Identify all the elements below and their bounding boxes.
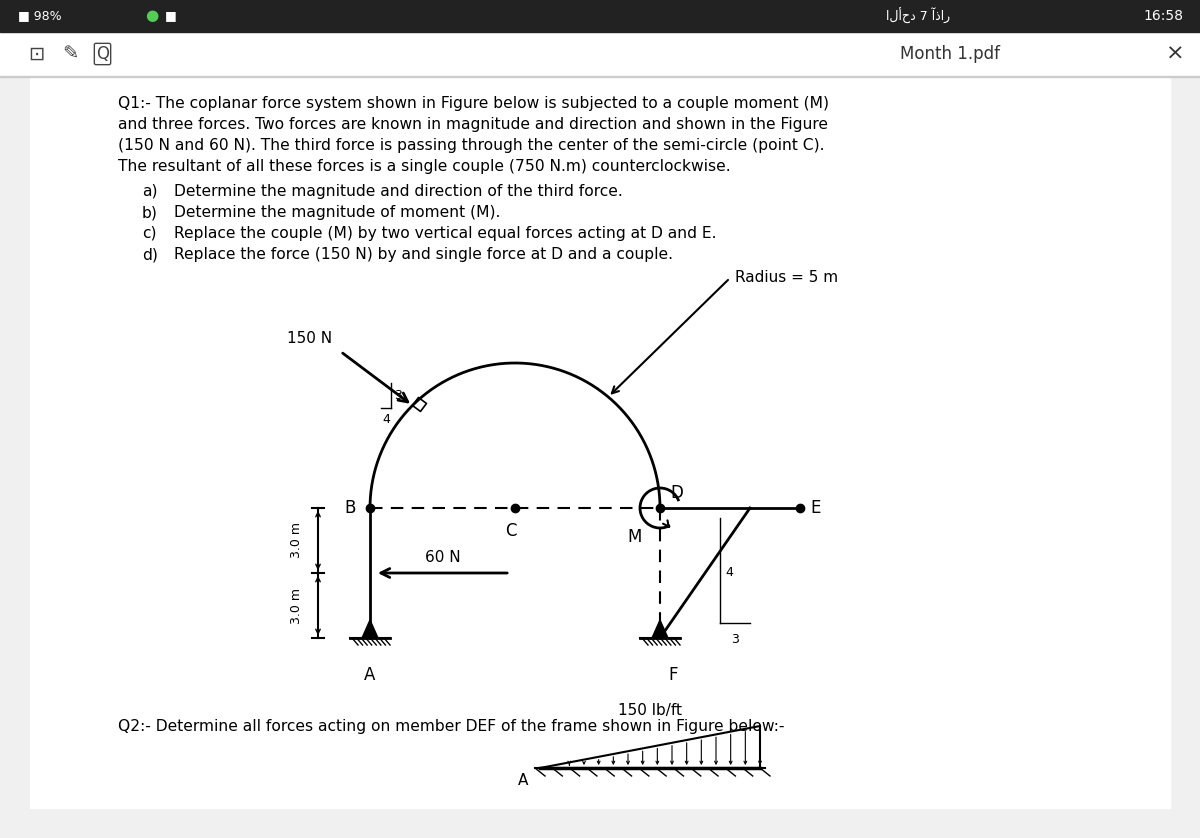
Text: 16:58: 16:58 (1142, 9, 1183, 23)
Text: The resultant of all these forces is a single couple (750 N.m) counterclockwise.: The resultant of all these forces is a s… (118, 159, 731, 174)
Polygon shape (362, 620, 378, 638)
Text: 3: 3 (395, 389, 402, 402)
Text: Replace the force (150 N) by and single force at D and a couple.: Replace the force (150 N) by and single … (174, 247, 673, 262)
Text: D: D (670, 484, 683, 502)
Text: Radius = 5 m: Radius = 5 m (734, 271, 838, 286)
Text: a): a) (142, 184, 157, 199)
Text: B: B (344, 499, 356, 517)
Text: Q1:- The coplanar force system shown in Figure below is subjected to a couple mo: Q1:- The coplanar force system shown in … (118, 96, 829, 111)
Text: Determine the magnitude of moment (M).: Determine the magnitude of moment (M). (174, 205, 500, 220)
Text: and three forces. Two forces are known in magnitude and direction and shown in t: and three forces. Two forces are known i… (118, 117, 828, 132)
Text: ■: ■ (166, 9, 176, 23)
Text: Determine the magnitude and direction of the third force.: Determine the magnitude and direction of… (174, 184, 623, 199)
Text: (150 N and 60 N). The third force is passing through the center of the semi-circ: (150 N and 60 N). The third force is pas… (118, 138, 824, 153)
Text: A: A (517, 773, 528, 788)
Text: Q: Q (96, 45, 109, 63)
Text: ×: × (1165, 44, 1184, 64)
Text: ✎: ✎ (62, 44, 78, 64)
Text: 3.0 m: 3.0 m (289, 523, 302, 558)
Text: Q2:- Determine all forces acting on member DEF of the frame shown in Figure belo: Q2:- Determine all forces acting on memb… (118, 718, 785, 733)
Text: 60 N: 60 N (425, 550, 461, 565)
Bar (0, 32, 1200, 76)
Text: الأحد 7 آذار: الأحد 7 آذار (886, 8, 950, 24)
Text: b): b) (142, 205, 158, 220)
Bar (0, 76, 1200, 77)
Text: F: F (668, 666, 678, 684)
Text: Replace the couple (M) by two vertical equal forces acting at D and E.: Replace the couple (M) by two vertical e… (174, 226, 716, 241)
Text: ●: ● (145, 8, 158, 23)
Text: E: E (810, 499, 821, 517)
Text: A: A (365, 666, 376, 684)
Text: ■ 98%: ■ 98% (18, 9, 61, 23)
Text: 150 lb/ft: 150 lb/ft (618, 703, 682, 718)
Text: c): c) (142, 226, 156, 241)
Text: ⊡: ⊡ (28, 44, 44, 64)
Text: 150 N: 150 N (287, 332, 332, 346)
Text: C: C (505, 522, 517, 540)
Text: 3: 3 (731, 633, 739, 646)
Text: M: M (628, 528, 642, 546)
Text: d): d) (142, 247, 158, 262)
Polygon shape (652, 620, 668, 638)
Text: Month 1.pdf: Month 1.pdf (900, 45, 1000, 63)
Text: 4: 4 (383, 413, 390, 427)
Bar (0, 0, 1200, 32)
Text: 3.0 m: 3.0 m (289, 587, 302, 623)
Text: 4: 4 (725, 566, 733, 580)
